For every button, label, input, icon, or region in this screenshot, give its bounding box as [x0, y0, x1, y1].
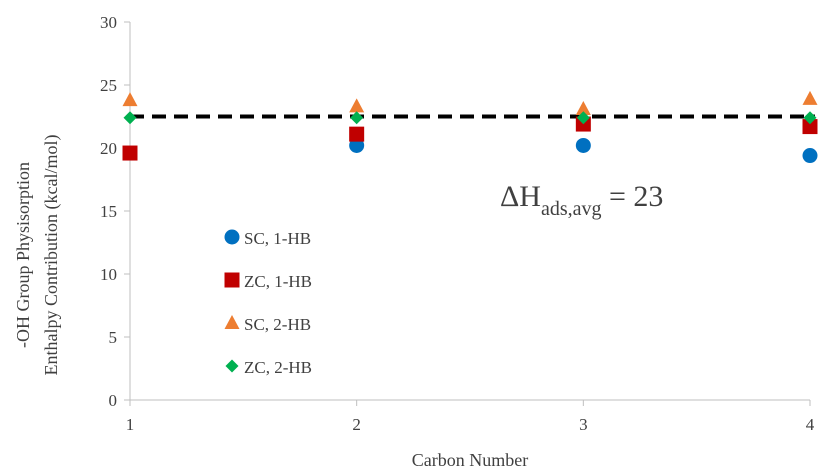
data-point: [349, 98, 365, 113]
data-point: [576, 111, 590, 125]
legend-marker: [224, 315, 240, 329]
annotation-suffix: = 23: [602, 180, 664, 213]
average-annotation: ΔHads,avg = 23: [500, 180, 663, 220]
data-point: [802, 119, 818, 135]
x-tick-label: 4: [806, 415, 815, 434]
y-tick-label: 0: [109, 391, 118, 410]
x-tick-label: 3: [579, 415, 588, 434]
data-point: [349, 126, 365, 142]
series-zc-1-hb: [122, 116, 818, 161]
legend-label: SC, 2-HB: [244, 315, 311, 334]
legend-label: SC, 1-HB: [244, 229, 311, 248]
annotation-subscript: ads,avg: [541, 198, 602, 220]
x-tick-label: 2: [352, 415, 361, 434]
y-tick-label: 30: [100, 13, 117, 32]
data-point: [123, 111, 137, 125]
x-tick-label: 1: [126, 415, 135, 434]
series-sc-2-hb: [122, 90, 818, 115]
y-tick-label: 20: [100, 139, 117, 158]
data-point: [575, 100, 591, 115]
legend-label: ZC, 2-HB: [244, 358, 312, 377]
legend-marker: [224, 229, 240, 245]
y-tick-label: 5: [109, 328, 118, 347]
series-zc-2-hb: [123, 111, 817, 125]
legend: SC, 1-HB ZC, 1-HB SC, 2-HB ZC, 2-HB: [224, 229, 312, 377]
y-tick-label: 25: [100, 76, 117, 95]
annotation-main: ΔH: [500, 180, 541, 213]
axes: 0 5 10 15 20 25 30 1 2 3 4: [100, 13, 815, 434]
legend-marker: [224, 272, 240, 288]
y-tick-label: 15: [100, 202, 117, 221]
legend-label: ZC, 1-HB: [244, 272, 312, 291]
data-point: [802, 148, 818, 164]
data-point: [575, 137, 591, 153]
y-axis-title-line-2: Enthalpy Contribution (kcal/mol): [41, 135, 62, 376]
data-point: [122, 92, 138, 107]
data-point: [802, 90, 818, 105]
legend-marker: [225, 359, 239, 373]
y-axis-title: -OH Group Physisorption Enthalpy Contrib…: [13, 135, 62, 376]
data-point: [349, 137, 365, 153]
x-axis-title: Carbon Number: [412, 450, 528, 470]
y-tick-label: 10: [100, 265, 117, 284]
data-point: [122, 145, 138, 161]
series-sc-1-hb: [349, 137, 818, 164]
data-point: [350, 111, 364, 125]
y-axis-title-line-1: -OH Group Physisorption: [13, 162, 33, 348]
data-point: [803, 111, 817, 125]
data-marks: [122, 90, 818, 164]
